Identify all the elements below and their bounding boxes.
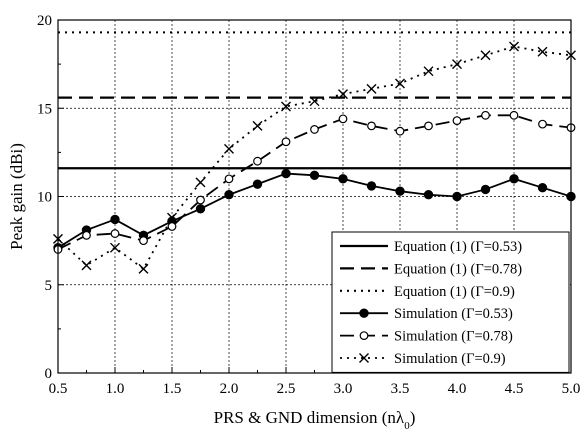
marker-x — [395, 78, 405, 89]
marker-filled-circle — [452, 191, 462, 202]
simulation-series-5 — [53, 41, 576, 274]
x-tick-label: 3.0 — [334, 381, 353, 397]
marker-x — [281, 101, 291, 112]
x-tick-label: 4.0 — [448, 381, 467, 397]
marker-filled-circle — [338, 174, 348, 184]
marker-x — [366, 83, 377, 94]
legend-label-5: Simulation (Γ=0.9) — [394, 351, 506, 367]
x-axis-title-close: ) — [410, 408, 416, 427]
marker-filled-circle — [309, 170, 320, 181]
marker-open-circle — [310, 125, 319, 134]
marker-filled-circle — [359, 308, 369, 318]
x-tick-label: 2.0 — [220, 381, 239, 397]
legend-label-2: Equation (1) (Γ=0.9) — [394, 284, 515, 300]
y-axis-title: Peak gain (dBi) — [7, 143, 26, 250]
marker-open-circle — [538, 119, 547, 129]
marker-x — [167, 212, 177, 223]
marker-filled-circle — [252, 179, 263, 189]
legend-label-0: Equation (1) (Γ=0.53) — [394, 239, 522, 255]
legend-label-3: Simulation (Γ=0.53) — [394, 306, 513, 322]
marker-open-circle — [167, 222, 177, 231]
marker-x — [452, 59, 462, 70]
legend-box — [331, 231, 570, 373]
marker-x — [309, 96, 320, 107]
y-tick-label: 10 — [37, 190, 52, 206]
marker-open-circle — [139, 236, 148, 246]
marker-filled-circle — [537, 182, 548, 193]
marker-filled-circle — [224, 190, 234, 200]
marker-x — [224, 143, 234, 154]
marker-x — [359, 353, 369, 363]
x-tick-label: 1.0 — [106, 381, 125, 397]
y-tick-label: 0 — [45, 366, 53, 382]
x-tick-label: 4.5 — [505, 381, 524, 397]
marker-filled-circle — [281, 168, 291, 179]
marker-open-circle — [452, 116, 462, 126]
marker-x — [195, 177, 206, 188]
marker-x — [110, 242, 120, 253]
simulation-line — [57, 114, 572, 251]
marker-x — [338, 89, 348, 100]
marker-filled-circle — [509, 174, 519, 184]
marker-x — [81, 260, 92, 271]
y-tick-label: 5 — [45, 278, 53, 294]
marker-open-circle — [110, 229, 120, 238]
x-tick-label: 5.0 — [562, 381, 581, 397]
marker-x — [509, 41, 519, 52]
legend: Equation (1) (Γ=0.53) Equation (1) (Γ=0.7… — [331, 231, 570, 373]
marker-open-circle — [338, 114, 348, 124]
marker-x — [537, 46, 548, 57]
marker-open-circle — [253, 156, 262, 166]
tick-labels: 0.5 1.0 1.5 2.0 2.5 3.0 3.5 4.0 4.5 5.0 0 5 10 15 20 — [37, 13, 580, 397]
marker-filled-circle — [480, 184, 491, 195]
marker-filled-circle — [366, 181, 377, 191]
marker-filled-circle — [110, 214, 120, 225]
marker-open-circle — [359, 331, 369, 341]
marker-filled-circle — [195, 204, 206, 214]
equation-lines — [58, 31, 571, 170]
y-tick-label: 20 — [37, 13, 52, 29]
x-tick-label: 1.5 — [163, 381, 182, 397]
x-axis-title-subscript: 0 — [404, 420, 410, 432]
marker-open-circle — [224, 174, 234, 184]
marker-x — [138, 263, 149, 274]
marker-open-circle — [367, 121, 376, 131]
marker-x — [423, 66, 434, 77]
x-tick-label: 2.5 — [277, 381, 296, 397]
marker-open-circle — [424, 121, 433, 131]
x-tick-label: 0.5 — [49, 381, 68, 397]
marker-open-circle — [82, 230, 91, 240]
marker-open-circle — [481, 110, 490, 120]
legend-label-4: Simulation (Γ=0.78) — [394, 329, 513, 345]
x-axis-title: PRS & GND dimension (nλ0) — [214, 408, 416, 432]
x-axis-title-main: PRS & GND dimension (nλ — [214, 408, 405, 427]
marker-filled-circle — [423, 190, 434, 200]
marker-open-circle — [196, 195, 205, 205]
y-tick-label: 15 — [37, 101, 52, 117]
marker-filled-circle — [395, 186, 405, 196]
legend-label-1: Equation (1) (Γ=0.78) — [394, 261, 522, 277]
marker-x — [252, 120, 263, 131]
marker-open-circle — [395, 126, 405, 136]
x-tick-label: 3.5 — [391, 381, 410, 397]
marker-open-circle — [509, 110, 519, 120]
marker-x — [480, 50, 491, 61]
marker-open-circle — [281, 137, 291, 147]
